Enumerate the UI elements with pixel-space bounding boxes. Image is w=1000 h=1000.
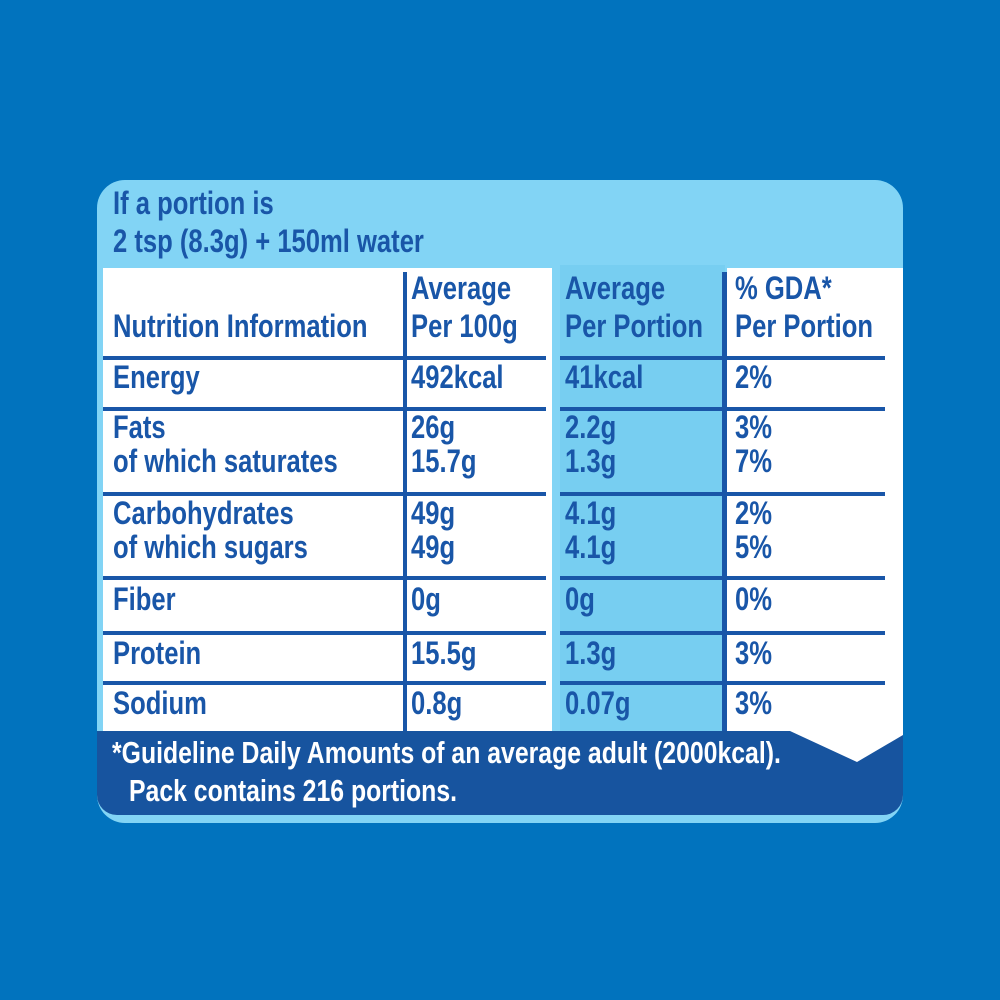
row-divider [560,631,885,635]
row-divider [560,576,885,580]
portion-size-text: 2 tsp (8.3g) + 150ml water [113,223,424,259]
value-per-portion: 0g [565,581,595,617]
header-average-per-portion: Average Per Portion [565,270,703,344]
portion-note-text: If a portion is [113,185,274,221]
value-gda: 3% 7% [735,409,772,479]
row-label: Fats of which saturates [113,409,338,479]
header-average-per-100g: Average Per 100g [411,270,518,344]
value-per-portion: 4.1g 4.1g [565,495,617,565]
row-divider [103,492,546,496]
column-divider-gda [722,272,727,731]
row-divider [103,407,546,411]
row-divider [560,407,885,411]
table-left-block [103,268,552,731]
value-per-portion: 1.3g [565,635,617,671]
gda-column-block [727,268,903,762]
value-per-100g: 0.8g [411,685,463,721]
portion-note-line1: If a portion is [113,184,314,222]
row-label: Carbohydrates of which sugars [113,495,308,565]
row-divider [103,631,546,635]
header-gda-per-portion: % GDA* Per Portion [735,270,873,344]
value-gda: 0% [735,581,772,617]
value-per-portion: 41kcal [565,359,644,395]
footnote-band [97,731,903,815]
row-label: Protein [113,635,202,671]
value-per-portion: 0.07g [565,685,631,721]
value-per-100g: 49g 49g [411,495,456,565]
footnote-line1: *Guideline Daily Amounts of an average a… [112,735,781,770]
value-gda: 2% 5% [735,495,772,565]
row-label: Energy [113,359,200,395]
portion-note-line2: 2 tsp (8.3g) + 150ml water [113,222,502,260]
value-per-portion: 2.2g 1.3g [565,409,617,479]
value-per-100g: 26g 15.7g [411,409,477,479]
row-label: Sodium [113,685,207,721]
value-per-100g: 492kcal [411,359,504,395]
header-nutrition-information: Nutrition Information [113,308,368,344]
value-per-100g: 0g [411,581,441,617]
value-gda: 2% [735,359,772,395]
portion-highlight-column [560,265,725,731]
value-per-100g: 15.5g [411,635,477,671]
row-divider [103,681,546,685]
column-divider-per100g [403,272,407,731]
row-divider [560,356,885,360]
row-divider [103,576,546,580]
row-label: Fiber [113,581,176,617]
row-divider [103,356,546,360]
value-gda: 3% [735,635,772,671]
footnote-line2: Pack contains 216 portions. [129,773,458,808]
value-gda: 3% [735,685,772,721]
row-divider [560,681,885,685]
row-divider [560,492,885,496]
